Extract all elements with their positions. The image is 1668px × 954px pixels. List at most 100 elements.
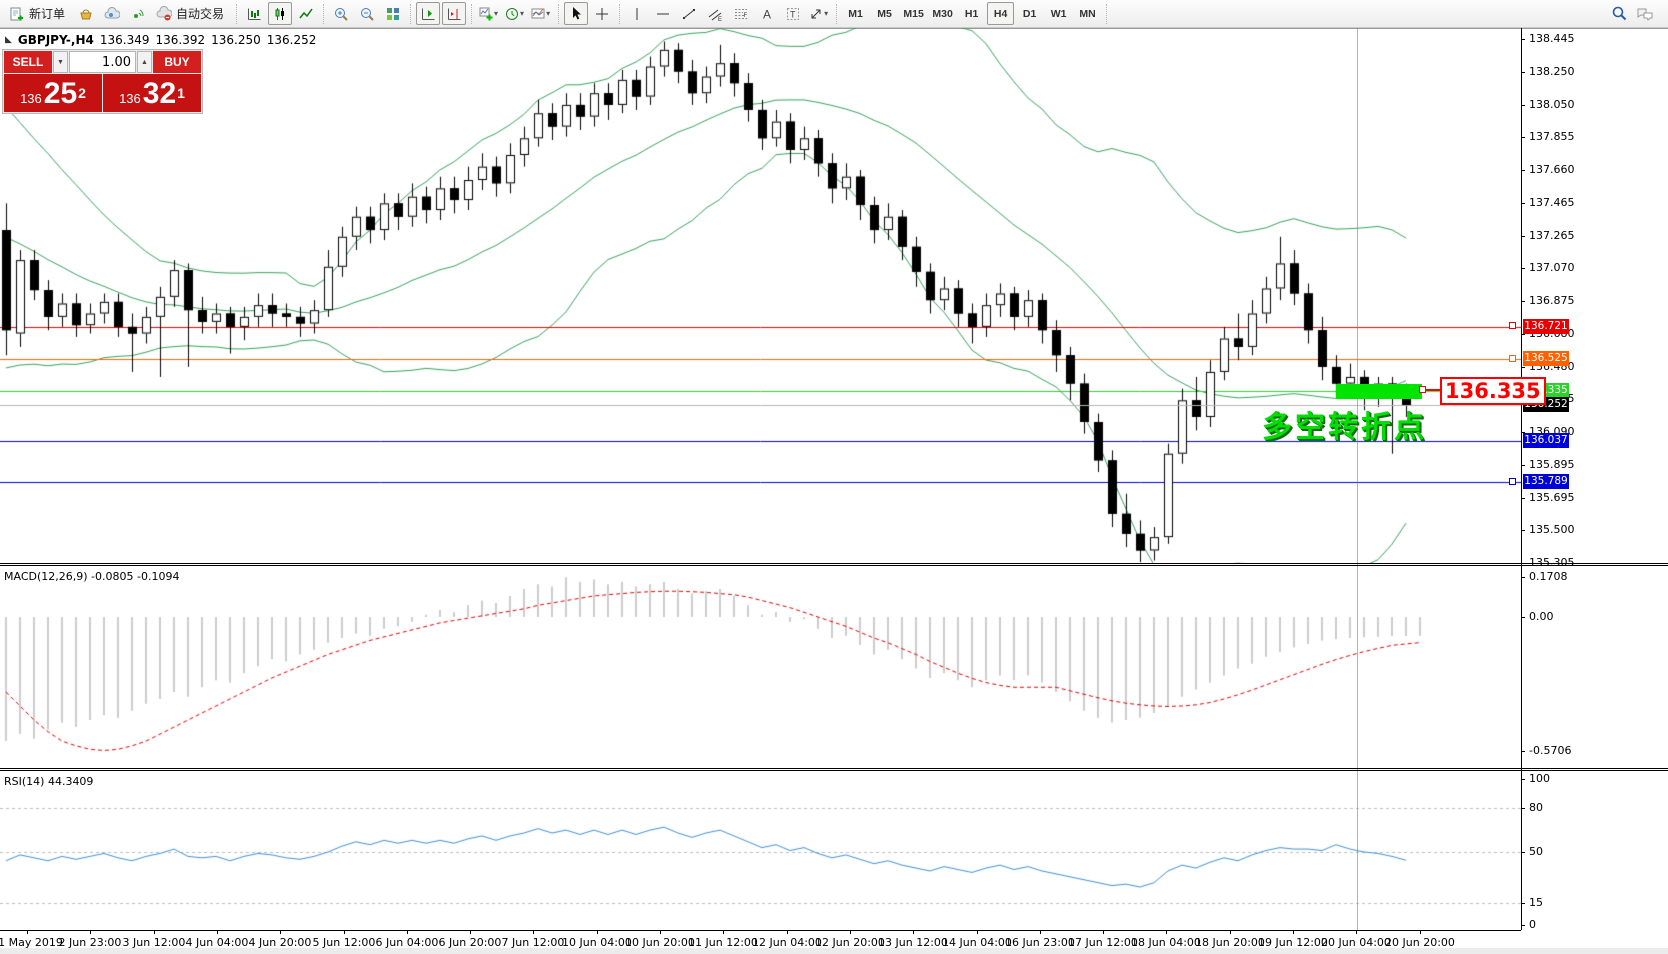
price-tag-label[interactable]: 136.335 <box>1440 377 1546 405</box>
timeframe-m5-button[interactable]: M5 <box>871 2 898 25</box>
axis-tick <box>1521 852 1525 853</box>
time-tick-label: 10 Jun 04:00 <box>562 936 632 949</box>
tile-windows-button[interactable] <box>381 2 405 25</box>
toolbar-separator <box>836 3 838 24</box>
text-button[interactable]: A <box>755 2 779 25</box>
time-tick <box>977 930 978 934</box>
templates-button[interactable]: ▾ <box>529 2 553 25</box>
time-tick-label: 31 May 2019 <box>0 936 63 949</box>
candlestick-chart-button[interactable] <box>268 2 293 25</box>
level-anchor-square[interactable] <box>1509 478 1516 485</box>
axis-tick-label: 137.070 <box>1529 261 1575 274</box>
timeframe-mn-button[interactable]: MN <box>1074 2 1101 25</box>
volume-decrease-button[interactable]: ▼ <box>53 51 68 73</box>
time-tick-label: 4 Jun 20:00 <box>248 936 312 949</box>
timeframe-d1-button[interactable]: D1 <box>1016 2 1043 25</box>
time-tick <box>1166 930 1167 934</box>
add-indicator-button[interactable]: ▾ <box>477 2 501 25</box>
sell-button[interactable]: SELL <box>4 51 52 73</box>
market-button[interactable] <box>74 2 98 25</box>
pane-separator[interactable] <box>0 768 1668 769</box>
fibonacci-button[interactable]: F <box>729 2 753 25</box>
chat-button[interactable] <box>1633 2 1657 25</box>
turning-point-annotation[interactable]: 多空转折点 <box>1262 411 1427 444</box>
timeframe-m15-button[interactable]: M15 <box>900 2 927 25</box>
price-tag-anchor-square <box>1419 386 1426 393</box>
axis-tick <box>1521 465 1525 466</box>
sell-price-button[interactable]: 136 25 2 <box>4 74 102 112</box>
price-chart-canvas[interactable] <box>0 28 1521 563</box>
time-tick <box>407 930 408 934</box>
buy-price-button[interactable]: 136 32 1 <box>103 74 201 112</box>
axis-tick <box>1521 925 1525 926</box>
sell-price-big: 25 <box>43 77 78 110</box>
equidistant-channel-button[interactable]: E <box>703 2 727 25</box>
axis-tick <box>1521 203 1525 204</box>
pane-separator[interactable] <box>0 563 1668 564</box>
buy-button[interactable]: BUY <box>153 51 201 73</box>
axis-tick <box>1521 72 1525 73</box>
zoom-out-icon <box>359 6 375 22</box>
pane-separator[interactable] <box>0 770 1668 771</box>
svg-text:T: T <box>790 9 796 19</box>
sell-price-prefix: 136 <box>20 91 42 106</box>
periods-button[interactable]: ▾ <box>503 2 527 25</box>
bar-chart-button[interactable] <box>242 2 266 25</box>
new-order-button[interactable]: 新订单 <box>5 2 72 25</box>
axis-tick <box>1521 39 1525 40</box>
line-chart-button[interactable] <box>294 2 318 25</box>
dropdown-caret-icon: ▾ <box>494 9 499 18</box>
macd-pane-canvas[interactable] <box>0 566 1521 768</box>
autotrading-button[interactable]: 自动交易 <box>152 2 231 25</box>
equidistant-channel-icon: E <box>707 6 723 22</box>
autotrading-label: 自动交易 <box>176 7 225 21</box>
trendline-button[interactable] <box>677 2 701 25</box>
bar-open-value: 136.349 <box>99 33 150 47</box>
chart-shift-button[interactable] <box>442 2 467 25</box>
search-button[interactable] <box>1607 2 1631 25</box>
pane-separator[interactable] <box>0 565 1668 566</box>
zoom-in-button[interactable] <box>329 2 353 25</box>
dropdown-caret-icon: ▾ <box>824 9 829 18</box>
rsi-pane-canvas[interactable] <box>0 771 1521 930</box>
svg-text:F: F <box>744 13 748 19</box>
level-anchor-square[interactable] <box>1509 355 1516 362</box>
panel-collapse-icon[interactable]: ◣ <box>5 35 12 45</box>
crosshair-button[interactable] <box>590 2 614 25</box>
timeframe-h1-button[interactable]: H1 <box>958 2 985 25</box>
vertical-line-button[interactable] <box>625 2 649 25</box>
volume-input[interactable] <box>69 51 136 73</box>
level-anchor-square[interactable] <box>1509 322 1516 329</box>
axis-tick-label: 137.465 <box>1529 196 1575 209</box>
horizontal-line-button[interactable] <box>651 2 675 25</box>
vps-button[interactable] <box>100 2 124 25</box>
axis-tick <box>1521 617 1525 618</box>
timeframe-m1-button[interactable]: M1 <box>842 2 869 25</box>
timeframe-w1-button[interactable]: W1 <box>1045 2 1072 25</box>
timeframe-h4-button[interactable]: H4 <box>987 2 1015 25</box>
zoom-out-button[interactable] <box>355 2 379 25</box>
cursor-button[interactable] <box>564 2 589 25</box>
axis-tick <box>1521 268 1525 269</box>
bar-chart-icon <box>246 6 262 22</box>
time-tick <box>1356 930 1357 934</box>
text-label-button[interactable]: T <box>781 2 805 25</box>
axis-tick <box>1521 498 1525 499</box>
axis-tick <box>1521 903 1525 904</box>
volume-increase-button[interactable]: ▲ <box>137 51 152 73</box>
auto-scroll-button[interactable] <box>416 2 441 25</box>
vertical-line-icon <box>629 6 645 22</box>
signals-button[interactable] <box>126 2 150 25</box>
dropdown-caret-icon: ▾ <box>546 9 551 18</box>
vertical-line-object[interactable] <box>1357 28 1358 930</box>
symbol-title: GBPJPY-,H4 <box>17 33 94 47</box>
horizontal-line-icon <box>655 6 671 22</box>
timeframe-m30-button[interactable]: M30 <box>929 2 956 25</box>
arrows-button[interactable]: ▾ <box>807 2 831 25</box>
toolbar-separator <box>619 3 621 24</box>
price-axis[interactable]: 138.445 138.250 138.050 137.855 137.660 137.4… <box>1509 0 1668 954</box>
toolbar-separator <box>323 3 325 24</box>
increase-icon: ▲ <box>141 58 148 66</box>
highlight-bar-object[interactable] <box>1336 384 1422 399</box>
